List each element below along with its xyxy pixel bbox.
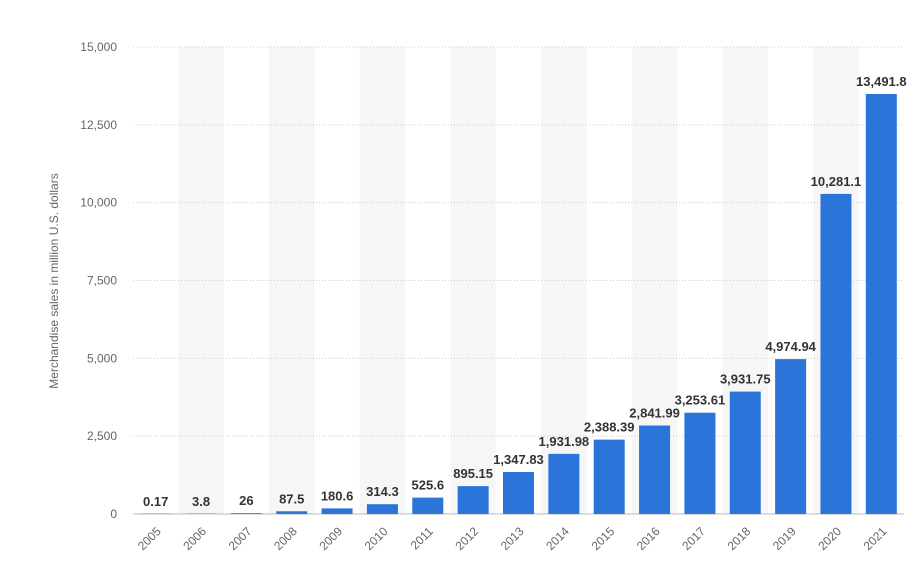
data-label: 10,281.1 xyxy=(811,174,862,189)
x-tick-label: 2006 xyxy=(180,524,209,553)
y-axis-title: Merchandise sales in million U.S. dollar… xyxy=(47,173,61,388)
bg-band xyxy=(541,47,587,514)
bar[interactable] xyxy=(729,391,761,514)
bar[interactable] xyxy=(639,425,671,514)
data-label: 2,841.99 xyxy=(629,406,680,421)
bg-band xyxy=(450,47,496,514)
bar[interactable] xyxy=(366,504,398,514)
bar[interactable] xyxy=(503,472,534,514)
bar[interactable] xyxy=(593,439,625,514)
bar[interactable] xyxy=(548,453,580,514)
x-tick-label: 2007 xyxy=(226,524,255,553)
data-label: 3,931.75 xyxy=(720,372,771,387)
y-tick-label: 7,500 xyxy=(87,274,117,288)
y-tick-label: 10,000 xyxy=(80,196,117,210)
data-label: 4,974.94 xyxy=(765,339,816,354)
bar[interactable] xyxy=(457,486,489,514)
data-label: 1,347.83 xyxy=(493,452,544,467)
y-tick-label: 0 xyxy=(110,507,117,521)
data-label: 3,253.61 xyxy=(675,393,726,408)
bar[interactable] xyxy=(865,93,897,514)
data-label: 314.3 xyxy=(366,484,399,499)
data-label: 3.8 xyxy=(192,494,210,509)
bar[interactable] xyxy=(321,508,353,514)
x-tick-label: 2009 xyxy=(316,524,345,553)
y-tick-label: 15,000 xyxy=(80,40,117,54)
bar[interactable] xyxy=(684,412,716,514)
x-tick-label: 2020 xyxy=(815,524,844,553)
x-tick-label: 2011 xyxy=(408,524,436,552)
bar[interactable] xyxy=(230,513,262,514)
y-tick-label: 5,000 xyxy=(87,351,117,365)
x-tick-label: 2010 xyxy=(362,524,391,553)
data-labels: 0.17 3.8 26 87.5 180.6 314.3 525.6 895.151,347.… xyxy=(143,74,907,509)
data-label: 26 xyxy=(239,493,253,508)
data-label: 0.17 xyxy=(143,494,168,509)
x-tick-label: 2018 xyxy=(725,524,754,553)
data-label: 1,931.98 xyxy=(539,434,590,449)
x-axis-ticks: 2005 2006 2007 2008 2009 2010 2011 2012 2013 2014… xyxy=(135,524,890,553)
x-tick-label: 2013 xyxy=(498,524,527,553)
data-label: 13,491.8 xyxy=(856,74,907,89)
y-tick-label: 2,500 xyxy=(87,429,117,443)
bar[interactable] xyxy=(775,359,807,514)
bg-band xyxy=(178,47,224,514)
x-tick-label: 2021 xyxy=(861,524,890,553)
x-tick-label: 2008 xyxy=(271,524,300,553)
data-label: 895.15 xyxy=(453,466,493,481)
x-tick-label: 2017 xyxy=(679,524,708,553)
bar[interactable] xyxy=(412,497,444,514)
bg-band xyxy=(269,47,315,514)
data-label: 180.6 xyxy=(321,488,354,503)
bar[interactable] xyxy=(276,511,308,514)
x-tick-label: 2014 xyxy=(543,524,572,553)
data-label: 87.5 xyxy=(279,491,304,506)
data-label: 2,388.39 xyxy=(584,420,635,435)
x-tick-label: 2015 xyxy=(589,524,618,553)
bar[interactable] xyxy=(820,193,852,514)
bars xyxy=(140,93,897,514)
y-tick-label: 12,500 xyxy=(80,118,117,132)
y-axis-ticks: 0 2,500 5,000 7,500 10,000 12,500 15,000 xyxy=(80,40,117,521)
x-tick-label: 2016 xyxy=(634,524,663,553)
x-tick-label: 2012 xyxy=(452,524,481,553)
x-tick-label: 2005 xyxy=(135,524,164,553)
data-label: 525.6 xyxy=(412,478,445,493)
x-tick-label: 2019 xyxy=(770,524,799,553)
